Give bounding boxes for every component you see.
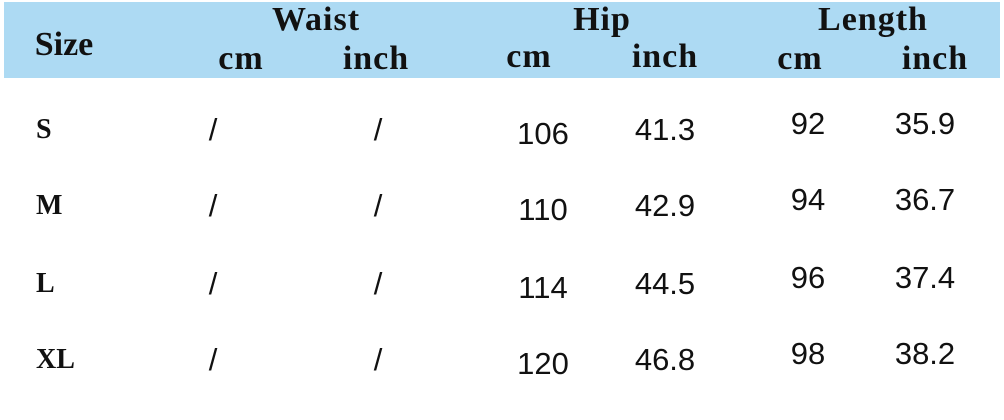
header-length-inch: inch [901,40,969,77]
length-inch-cell: 36.7 [894,182,956,217]
waist-cm-cell: / [208,266,218,301]
header-length: Length [818,1,928,38]
length-cm-cell: 98 [790,336,826,371]
size-cell: XL [36,344,75,375]
hip-inch-cell: 42.9 [634,188,696,223]
hip-cm-cell: 110 [518,192,568,227]
waist-cm-cell: / [208,188,218,223]
header-hip-cm: cm [506,38,552,75]
waist-cm-cell: / [208,112,218,147]
waist-inch-cell: / [373,188,383,223]
length-inch-cell: 37.4 [894,260,956,295]
waist-inch-cell: / [373,266,383,301]
length-inch-cell: 38.2 [894,336,956,371]
length-cm-cell: 96 [790,260,826,295]
waist-inch-cell: / [373,342,383,377]
table-row: M / / 110 42.9 94 36.7 [0,182,1004,246]
length-cm-cell: 92 [790,106,826,141]
table-row: S / / 106 41.3 92 35.9 [0,106,1004,170]
header-size: Size [34,26,94,63]
table-row: XL / / 120 46.8 98 38.2 [0,336,1004,400]
waist-cm-cell: / [208,342,218,377]
header-waist: Waist [271,1,361,38]
size-cell: L [36,268,55,299]
table-header [4,2,1000,78]
header-waist-cm: cm [218,40,264,77]
hip-inch-cell: 41.3 [634,112,696,147]
header-hip-inch: inch [631,38,699,75]
header-waist-inch: inch [342,40,410,77]
hip-inch-cell: 46.8 [634,342,696,377]
length-inch-cell: 35.9 [894,106,956,141]
hip-cm-cell: 106 [517,116,569,151]
waist-inch-cell: / [373,112,383,147]
header-hip: Hip [573,1,631,38]
hip-cm-cell: 114 [518,270,568,305]
hip-inch-cell: 44.5 [634,266,696,301]
header-length-cm: cm [777,40,823,77]
hip-cm-cell: 120 [517,346,569,381]
length-cm-cell: 94 [790,182,826,217]
table-row: L / / 114 44.5 96 37.4 [0,260,1004,324]
size-cell: M [36,190,63,221]
size-cell: S [36,114,52,145]
